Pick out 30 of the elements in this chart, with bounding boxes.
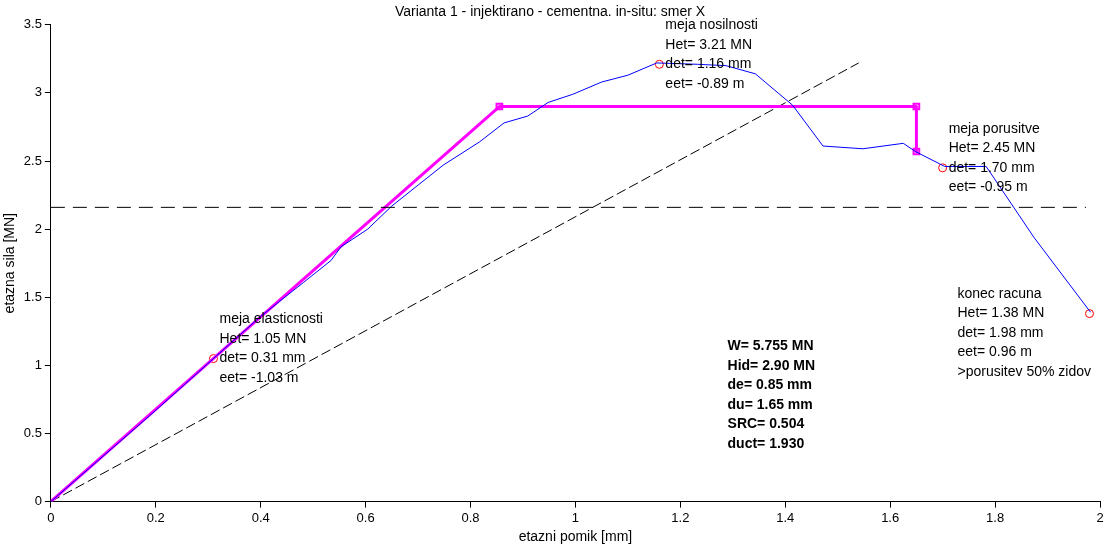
- point: [495, 102, 504, 111]
- x-tick-label: 1.2: [671, 509, 690, 525]
- y-tick-label: 2.5: [23, 152, 42, 168]
- y-tick-label: 0.5: [23, 425, 42, 441]
- point: [654, 59, 664, 69]
- x-tick-label: 1.8: [986, 509, 1005, 525]
- annotation: W= 5.755 MN Hid= 2.90 MN de= 0.85 mm du= 1.65 mm SRC= 0.504 duct= 1.930: [727, 337, 816, 451]
- y-tick-label: 0: [34, 493, 42, 509]
- x-tick-label: 1.6: [881, 509, 900, 525]
- point: [208, 354, 218, 364]
- y-tick-label: 1: [34, 356, 42, 372]
- point: [938, 163, 948, 173]
- x-tick-label: 0.2: [146, 509, 165, 525]
- x-tick-label: 0.8: [461, 509, 480, 525]
- y-tick-label: 2: [34, 220, 42, 236]
- x-tick-label: 0: [47, 509, 55, 525]
- point: [1085, 309, 1095, 319]
- y-tick-label: 1.5: [23, 288, 42, 304]
- annotation: konec racuna Het= 1.38 MN det= 1.98 mm eet= 0.96 m >porusitev 50% zidov: [957, 284, 1091, 379]
- x-axis-title: etazni pomik [mm]: [518, 528, 633, 545]
- y-tick-label: 3.5: [23, 16, 42, 32]
- x-tick-label: 0.4: [251, 509, 270, 525]
- y-axis-title: etazna sila [MN]: [1, 213, 18, 314]
- x-tick-label: 1: [571, 509, 580, 525]
- point: [912, 102, 921, 111]
- y-tick-label: 3: [34, 84, 42, 100]
- x-tick-label: 0.6: [356, 509, 375, 525]
- x-tick-label: 2: [1096, 509, 1104, 525]
- x-tick-label: 1.4: [776, 509, 795, 525]
- point: [912, 147, 921, 156]
